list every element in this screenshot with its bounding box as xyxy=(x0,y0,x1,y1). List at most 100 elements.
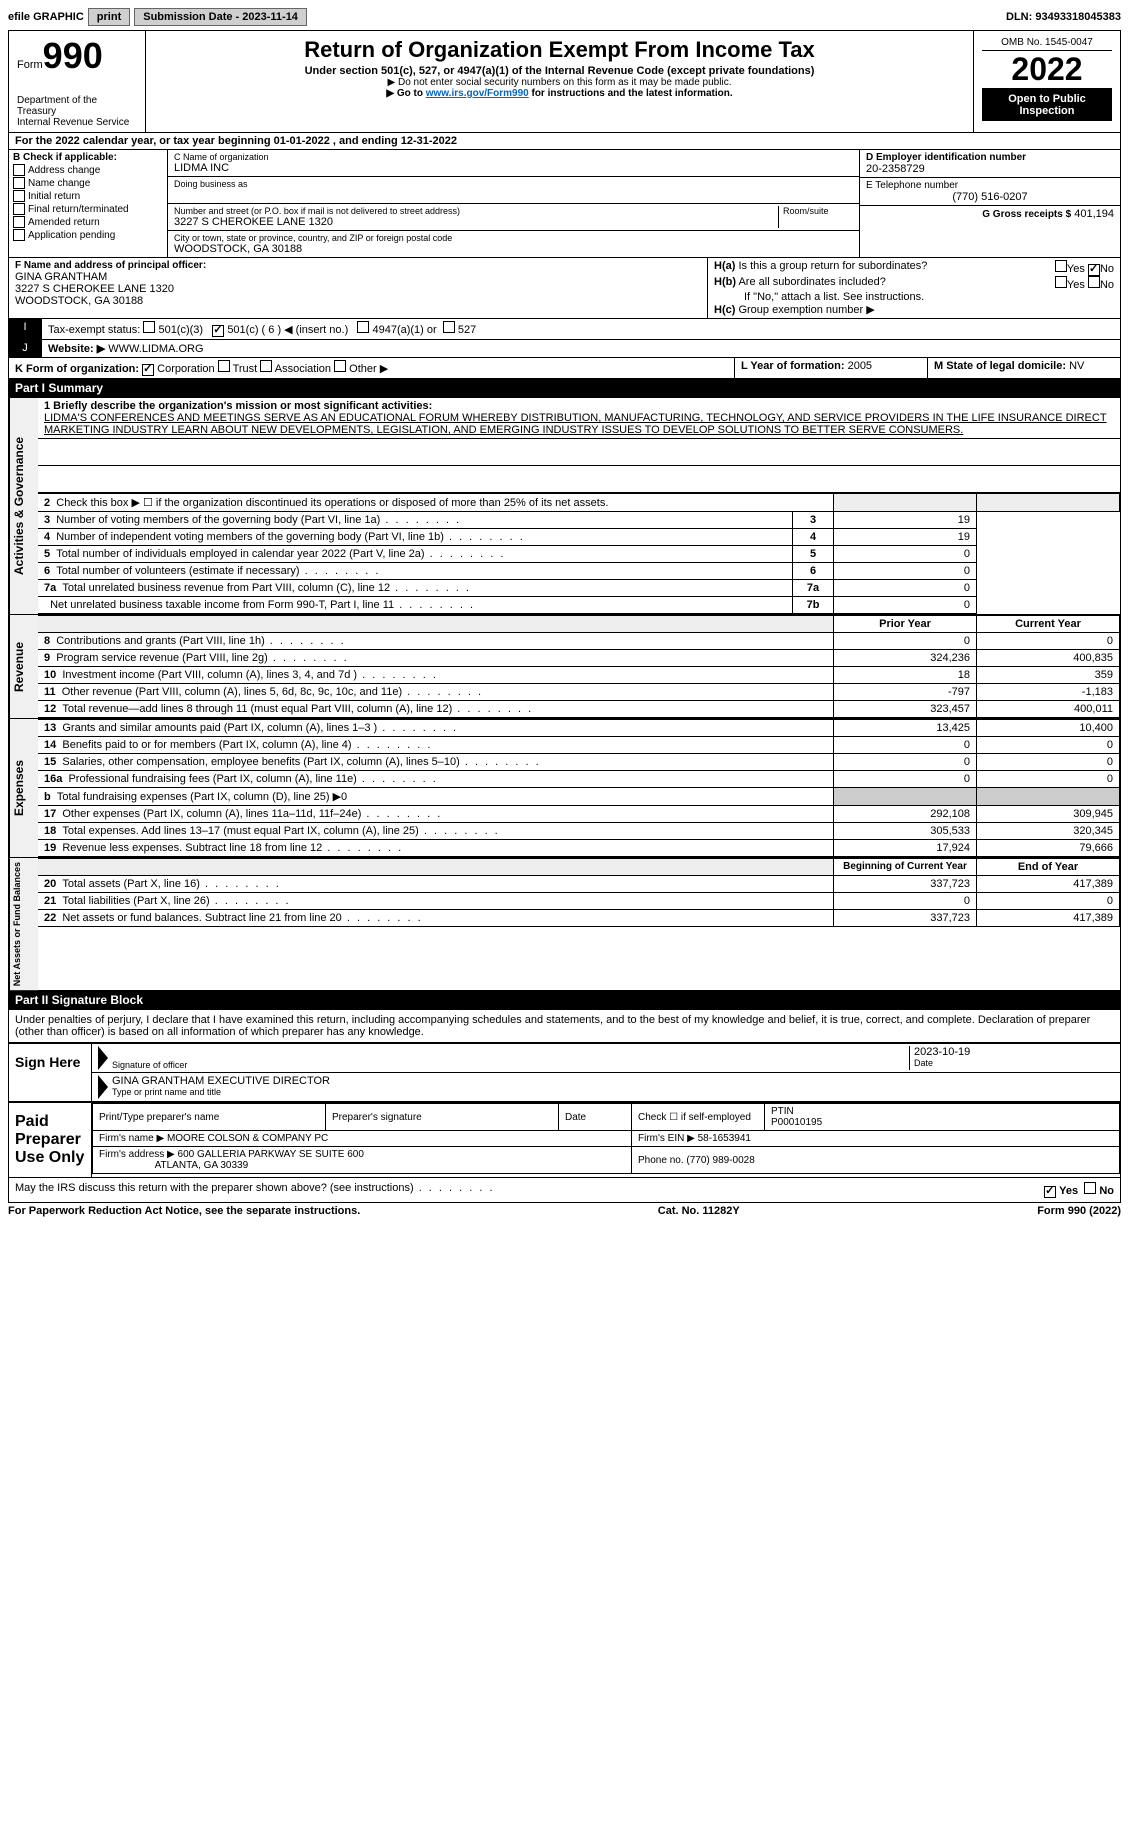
gross-value: 401,194 xyxy=(1074,208,1114,220)
table-row: 11 Other revenue (Part VIII, column (A),… xyxy=(38,684,1120,701)
cb-other[interactable] xyxy=(334,360,346,372)
header-right: OMB No. 1545-0047 2022 Open to Public In… xyxy=(974,31,1121,132)
table-row: 3 Number of voting members of the govern… xyxy=(38,512,1120,529)
netassets-side-label: Net Assets or Fund Balances xyxy=(9,858,38,990)
governance-section: Activities & Governance 1 Briefly descri… xyxy=(8,398,1121,615)
prep-name-label: Print/Type preparer's name xyxy=(93,1104,326,1131)
cb-trust[interactable] xyxy=(218,360,230,372)
governance-table: 2 Check this box ▶ ☐ if the organization… xyxy=(38,493,1120,614)
expenses-section: Expenses 13 Grants and similar amounts p… xyxy=(8,719,1121,858)
cb-corporation[interactable] xyxy=(142,364,154,376)
cb-527[interactable] xyxy=(443,321,455,333)
signature-block: Under penalties of perjury, I declare th… xyxy=(8,1010,1121,1203)
sig-date-value: 2023-10-19 xyxy=(914,1046,1114,1058)
officer-label: F Name and address of principal officer: xyxy=(15,260,701,271)
dba-label: Doing business as xyxy=(174,179,853,189)
ein-value: 20-2358729 xyxy=(866,163,1114,175)
table-row: 7a Total unrelated business revenue from… xyxy=(38,580,1120,597)
header-center: Return of Organization Exempt From Incom… xyxy=(146,31,974,132)
website-row: J Website: ▶ WWW.LIDMA.ORG xyxy=(8,340,1121,358)
officer-addr1: 3227 S CHEROKEE LANE 1320 xyxy=(15,283,701,295)
section-b-label: B Check if applicable: xyxy=(13,152,163,163)
table-row: 20 Total assets (Part X, line 16)337,723… xyxy=(38,876,1120,893)
m-label: M State of legal domicile: xyxy=(934,360,1066,372)
firm-addr: 600 GALLERIA PARKWAY SE SUITE 600 xyxy=(178,1149,364,1160)
sign-here-label: Sign Here xyxy=(9,1044,92,1101)
cb-name-change[interactable]: Name change xyxy=(13,177,163,189)
paid-preparer-label: Paid Preparer Use Only xyxy=(9,1103,92,1177)
cb-501c[interactable] xyxy=(212,325,224,337)
addr-label: Number and street (or P.O. box if mail i… xyxy=(174,206,778,216)
table-row: 8 Contributions and grants (Part VIII, l… xyxy=(38,633,1120,650)
firm-name: MOORE COLSON & COMPANY PC xyxy=(167,1133,328,1144)
phone-value: (770) 516-0207 xyxy=(866,191,1114,203)
type-name-label: Type or print name and title xyxy=(112,1087,330,1097)
phone-label: E Telephone number xyxy=(866,180,1114,191)
efile-label: efile GRAPHIC xyxy=(8,11,84,23)
cb-discuss-yes[interactable] xyxy=(1044,1186,1056,1198)
print-button[interactable]: print xyxy=(88,8,130,26)
expenses-table: 13 Grants and similar amounts paid (Part… xyxy=(38,719,1120,857)
table-row: 18 Total expenses. Add lines 13–17 (must… xyxy=(38,823,1120,840)
klm-row: K Form of organization: Corporation Trus… xyxy=(8,358,1121,379)
cb-final-return[interactable]: Final return/terminated xyxy=(13,203,163,215)
section-i-marker: I xyxy=(9,319,42,339)
table-row: 14 Benefits paid to or for members (Part… xyxy=(38,737,1120,754)
table-row: 13 Grants and similar amounts paid (Part… xyxy=(38,720,1120,737)
website-label: Website: ▶ xyxy=(48,343,105,355)
officer-name: GINA GRANTHAM xyxy=(15,271,701,283)
part1-header: Part I Summary xyxy=(8,379,1121,398)
tax-year: 2022 xyxy=(982,51,1112,89)
cb-application-pending[interactable]: Application pending xyxy=(13,229,163,241)
mission-block: 1 Briefly describe the organization's mi… xyxy=(38,398,1120,439)
cb-amended-return[interactable]: Amended return xyxy=(13,216,163,228)
table-row: 17 Other expenses (Part IX, column (A), … xyxy=(38,806,1120,823)
org-city: WOODSTOCK, GA 30188 xyxy=(174,243,853,255)
mission-label: 1 Briefly describe the organization's mi… xyxy=(44,400,1114,412)
form-subtitle: Under section 501(c), 527, or 4947(a)(1)… xyxy=(154,65,965,77)
netassets-table: Beginning of Current YearEnd of Year 20 … xyxy=(38,858,1120,927)
cb-4947[interactable] xyxy=(357,321,369,333)
omb-number: OMB No. 1545-0047 xyxy=(982,35,1112,51)
revenue-table: Prior YearCurrent Year 8 Contributions a… xyxy=(38,615,1120,718)
mission-text: LIDMA'S CONFERENCES AND MEETINGS SERVE A… xyxy=(44,412,1114,436)
cb-initial-return[interactable]: Initial return xyxy=(13,190,163,202)
irs-link[interactable]: www.irs.gov/Form990 xyxy=(426,88,529,99)
prep-date-label: Date xyxy=(559,1104,632,1131)
h-note: If "No," attach a list. See instructions… xyxy=(714,291,1114,303)
m-value: NV xyxy=(1069,360,1084,372)
l-label: L Year of formation: xyxy=(741,360,845,372)
section-j-marker: J xyxy=(9,340,42,357)
netassets-section: Net Assets or Fund Balances Beginning of… xyxy=(8,858,1121,991)
cb-501c3[interactable] xyxy=(143,321,155,333)
form-number-box: Form990 Department of the Treasury Inter… xyxy=(9,31,146,132)
firm-ein: 58-1653941 xyxy=(698,1133,751,1144)
table-row: 12 Total revenue—add lines 8 through 11 … xyxy=(38,701,1120,718)
officer-addr2: WOODSTOCK, GA 30188 xyxy=(15,295,701,307)
org-info-row: B Check if applicable: Address change Na… xyxy=(8,150,1121,258)
footer-right: Form 990 (2022) xyxy=(1037,1205,1121,1217)
k-label: K Form of organization: xyxy=(15,363,139,375)
form-note2: ▶ Go to www.irs.gov/Form990 for instruct… xyxy=(154,88,965,99)
table-row: 15 Salaries, other compensation, employe… xyxy=(38,754,1120,771)
top-bar: efile GRAPHIC print Submission Date - 20… xyxy=(8,8,1121,26)
form-number: 990 xyxy=(43,35,103,76)
cb-association[interactable] xyxy=(260,360,272,372)
page-footer: For Paperwork Reduction Act Notice, see … xyxy=(8,1203,1121,1219)
org-name: LIDMA INC xyxy=(174,162,853,174)
section-h: H(a) Is this a group return for subordin… xyxy=(708,258,1121,318)
sig-date-label: Date xyxy=(914,1058,1114,1068)
cb-discuss-no[interactable] xyxy=(1084,1182,1096,1194)
table-row: 21 Total liabilities (Part X, line 26)00 xyxy=(38,893,1120,910)
principal-row: F Name and address of principal officer:… xyxy=(8,258,1121,319)
section-b: B Check if applicable: Address change Na… xyxy=(9,150,168,257)
table-row: Net unrelated business taxable income fr… xyxy=(38,597,1120,614)
l-value: 2005 xyxy=(848,360,872,372)
cb-address-change[interactable]: Address change xyxy=(13,164,163,176)
revenue-section: Revenue Prior YearCurrent Year 8 Contrib… xyxy=(8,615,1121,719)
dln-label: DLN: 93493318045383 xyxy=(1006,11,1121,23)
firm-phone: (770) 989-0028 xyxy=(686,1155,754,1166)
table-row: 10 Investment income (Part VIII, column … xyxy=(38,667,1120,684)
section-c: C Name of organization LIDMA INC Doing b… xyxy=(168,150,860,257)
submission-date-button[interactable]: Submission Date - 2023-11-14 xyxy=(134,8,307,26)
